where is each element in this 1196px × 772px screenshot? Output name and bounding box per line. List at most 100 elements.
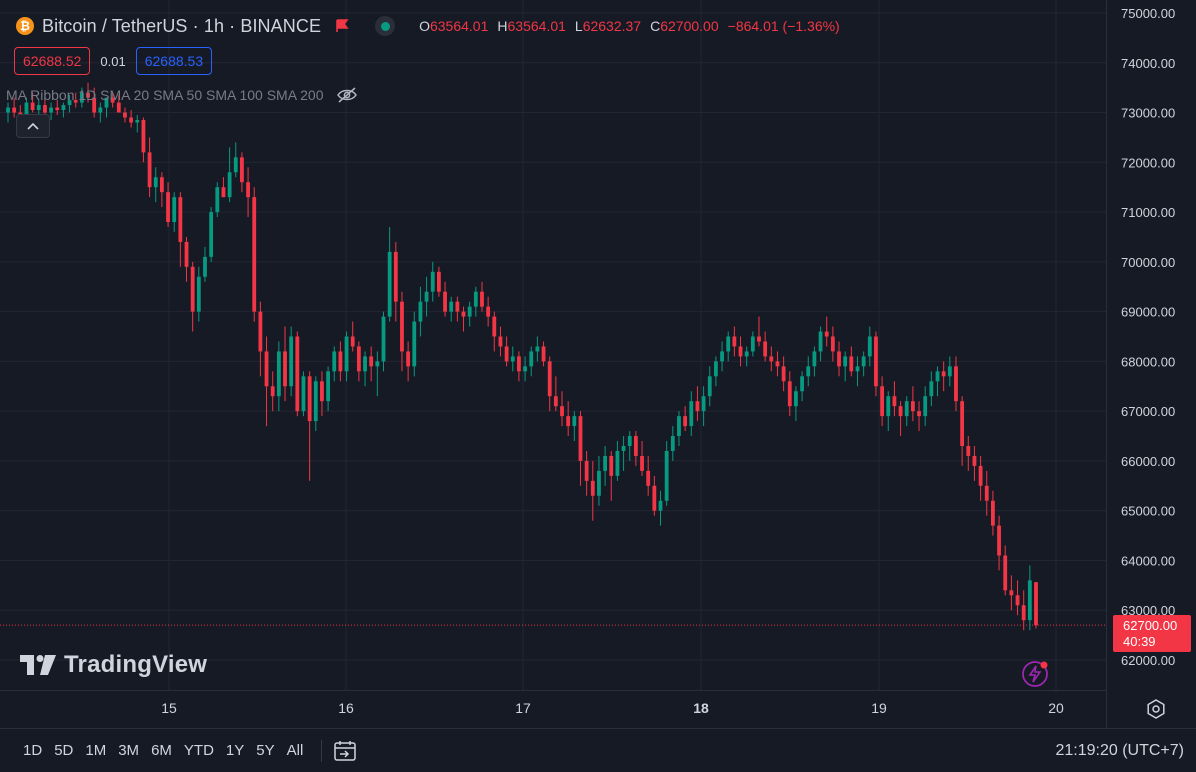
candle-body — [615, 450, 620, 476]
symbol-title[interactable]: Bitcoin / TetherUS · 1h · BINANCE — [42, 15, 322, 36]
candle — [313, 376, 318, 432]
candle-body — [387, 251, 392, 317]
range-1d-button[interactable]: 1D — [23, 742, 43, 759]
y-tick-label: 71000.00 — [1121, 205, 1175, 220]
candle-body — [480, 291, 484, 307]
collapse-legend-button[interactable] — [16, 114, 50, 138]
candle-body — [818, 331, 823, 352]
candle-body — [646, 470, 651, 486]
y-tick-label: 63000.00 — [1121, 603, 1175, 618]
candle-body — [621, 445, 626, 451]
candle — [178, 192, 183, 267]
y-tick-label: 70000.00 — [1121, 255, 1175, 270]
range-5y-button[interactable]: 5Y — [256, 742, 275, 759]
candle — [215, 182, 220, 218]
sell-price-button[interactable]: 62688.52 — [14, 47, 91, 75]
candle — [49, 102, 53, 121]
candle-body — [874, 336, 878, 387]
candle-body — [430, 271, 435, 292]
candle-body — [689, 401, 694, 427]
candle — [30, 92, 35, 113]
calendar-goto-icon[interactable] — [332, 739, 358, 763]
timezone-clock[interactable]: 21:19:20 (UTC+7) — [1055, 741, 1184, 759]
flag-icon[interactable] — [335, 19, 349, 33]
candle — [898, 401, 903, 437]
range-3m-button[interactable]: 3M — [118, 742, 140, 759]
candle — [775, 351, 780, 377]
candle — [400, 291, 404, 372]
indicator-row[interactable]: MA Ribbon 1D SMA 20 SMA 50 SMA 100 SMA 2… — [0, 85, 358, 105]
candle-body — [517, 356, 521, 372]
candle-body — [178, 197, 183, 242]
candle — [116, 95, 121, 113]
candle — [590, 460, 595, 521]
candle — [578, 411, 583, 486]
candle-body — [824, 331, 829, 337]
candle-body — [627, 436, 632, 446]
lightning-icon[interactable] — [1021, 660, 1049, 688]
candle-body — [190, 266, 195, 312]
y-tick-label: 75000.00 — [1121, 6, 1175, 21]
candle-body — [529, 351, 534, 367]
candle — [984, 470, 989, 516]
gear-icon[interactable] — [1145, 698, 1167, 720]
candle — [289, 326, 294, 397]
candle-body — [24, 102, 29, 118]
candle — [233, 142, 238, 178]
candle-body — [196, 276, 201, 312]
candle — [763, 331, 768, 362]
ohlc-low-key: L — [574, 18, 583, 34]
range-1y-button[interactable]: 1Y — [225, 742, 245, 759]
candle — [707, 366, 712, 407]
candle — [560, 391, 564, 427]
candle-body — [670, 436, 675, 451]
candle — [744, 346, 749, 367]
candle — [794, 386, 798, 422]
date-range-group: 1D 5D 1M 3M 6M YTD 1Y 5Y All — [17, 737, 309, 765]
candle — [874, 331, 878, 397]
ohlc-low-value: 62632.37 — [582, 18, 642, 34]
candle-body — [221, 187, 226, 198]
candle-body — [572, 416, 577, 427]
candle — [658, 490, 663, 526]
candle-body — [36, 105, 41, 111]
indicator-label[interactable]: MA Ribbon 1D SMA 20 SMA 50 SMA 100 SMA 2… — [6, 87, 324, 103]
range-1m-button[interactable]: 1M — [85, 742, 107, 759]
candle-body — [683, 416, 688, 427]
ohlc-high-key: H — [497, 18, 508, 34]
candle — [609, 450, 614, 501]
range-6m-button[interactable]: 6M — [151, 742, 172, 759]
candle — [147, 137, 152, 198]
candle-body — [92, 97, 97, 113]
tradingview-logo[interactable]: TradingView — [20, 651, 207, 679]
candle-body — [270, 386, 275, 397]
candle — [991, 490, 995, 536]
candle — [806, 356, 811, 387]
candle-body — [184, 241, 189, 267]
candle — [430, 261, 435, 302]
candle — [110, 92, 115, 108]
candle — [86, 82, 90, 103]
candle — [830, 326, 835, 362]
candle-body — [49, 107, 53, 113]
candle — [12, 97, 17, 118]
range-5d-button[interactable]: 5D — [54, 742, 74, 759]
buy-price-button[interactable]: 62688.53 — [135, 47, 213, 75]
range-all-button[interactable]: All — [286, 742, 304, 759]
candle — [904, 396, 909, 427]
candle-body — [504, 346, 509, 362]
chevron-up-icon — [27, 122, 39, 130]
candle-body — [283, 351, 287, 387]
eye-off-icon[interactable] — [336, 87, 358, 103]
candle — [1009, 575, 1014, 611]
range-ytd-button[interactable]: YTD — [183, 742, 214, 759]
grid-lines — [0, 0, 1106, 690]
spread-value: 0.01 — [100, 53, 126, 69]
candle — [375, 351, 380, 397]
candle-body — [640, 455, 644, 471]
candle — [92, 87, 97, 118]
candle — [203, 246, 207, 282]
candle — [79, 87, 84, 108]
